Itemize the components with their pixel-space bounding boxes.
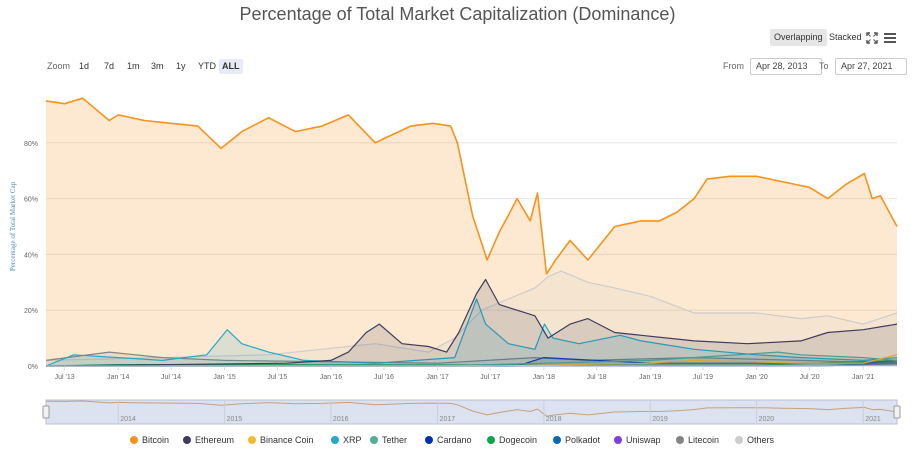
legend-label: Bitcoin [142, 435, 170, 445]
series-area-ethereum [46, 279, 897, 366]
y-axis-title: Percentage of Total Market Cap [9, 181, 17, 271]
x-tick-label: Jul '14 [161, 374, 181, 381]
x-tick-label: Jan '16 [320, 374, 342, 381]
navigator-year-label: 2020 [759, 416, 775, 423]
legend-item-polkadot[interactable]: Polkadot [553, 434, 600, 446]
series-area-tether [46, 352, 897, 366]
x-tick-label: Jan '20 [745, 374, 767, 381]
navigator-year-label: 2016 [333, 416, 349, 423]
legend-label: Uniswap [626, 435, 661, 445]
x-tick-label: Jul '18 [587, 374, 607, 381]
y-tick-label: 20% [24, 308, 38, 315]
legend-item-bitcoin[interactable]: Bitcoin [130, 434, 169, 446]
legend-marker [735, 435, 743, 444]
to-date-input[interactable]: Apr 27, 2021 [835, 58, 907, 75]
legend-marker [370, 435, 378, 444]
zoom-button-3m[interactable]: 3m [151, 61, 164, 71]
x-tick-label: Jan '17 [426, 374, 448, 381]
legend-label: Binance Coin [260, 435, 314, 445]
x-tick-label: Jul '13 [55, 374, 75, 381]
zoom-button-7d[interactable]: 7d [104, 61, 115, 71]
zoom-button-all[interactable]: ALL [219, 59, 243, 74]
zoom-button-1d[interactable]: 1d [79, 61, 90, 71]
legend-label: Ethereum [195, 435, 235, 445]
chart-title: Percentage of Total Market Capitalizatio… [239, 4, 676, 24]
series-area-others [46, 271, 897, 366]
x-tick-label: Jul '15 [267, 374, 287, 381]
legend-marker [553, 435, 561, 444]
x-tick-label: Jul '17 [480, 374, 500, 381]
legend-item-cardano[interactable]: Cardano [425, 434, 472, 446]
navigator-handle-left[interactable] [42, 405, 50, 419]
legend-item-others[interactable]: Others [735, 434, 774, 446]
series-area-binance-coin [46, 354, 897, 366]
series-line-bitcoin [45, 97, 898, 275]
legend-marker [130, 435, 138, 444]
zoom-button-1m[interactable]: 1m [127, 61, 140, 71]
series-line-litecoin [45, 351, 898, 364]
legend-label: Litecoin [688, 435, 720, 445]
x-tick-label: Jul '20 [800, 374, 820, 381]
legend-marker [676, 435, 684, 444]
navigator-year-label: 2014 [120, 416, 136, 423]
from-date-input[interactable]: Apr 28, 2013 [750, 58, 822, 75]
series-line-xrp [45, 298, 898, 367]
legend-marker [614, 435, 622, 444]
x-tick-label: Jul '19 [693, 374, 713, 381]
legend-marker [425, 435, 433, 444]
legend-item-dogecoin[interactable]: Dogecoin [487, 434, 537, 446]
navigator-year-label: 2021 [865, 416, 881, 423]
fullscreen-icon[interactable] [866, 31, 878, 44]
y-tick-label: 80% [24, 141, 38, 148]
navigator-handle-right[interactable] [893, 405, 901, 419]
y-tick-label: 60% [24, 197, 38, 204]
x-tick-label: Jan '18 [533, 374, 555, 381]
zoom-label: Zoom [47, 61, 71, 71]
navigator-year-label: 2015 [227, 416, 243, 423]
legend-label: XRP [343, 435, 362, 445]
legend-item-ethereum[interactable]: Ethereum [183, 434, 234, 446]
series-line-others [45, 270, 898, 361]
series-area-cardano [46, 357, 897, 366]
legend-marker [331, 435, 339, 444]
navigator-series [45, 400, 898, 417]
legend-marker [487, 435, 495, 444]
x-tick-label: Jan '21 [852, 374, 874, 381]
series-area-litecoin [46, 352, 897, 366]
legend-label: Tether [382, 435, 408, 445]
x-tick-label: Jan '14 [107, 374, 129, 381]
navigator-year-label: 2018 [546, 416, 562, 423]
from-label: From [723, 61, 744, 71]
legend-label: Cardano [437, 435, 472, 445]
legend-label: Polkadot [565, 435, 601, 445]
legend-item-uniswap[interactable]: Uniswap [614, 434, 661, 446]
x-tick-label: Jul '16 [374, 374, 394, 381]
legend-label: Others [747, 435, 775, 445]
legend-item-binance-coin[interactable]: Binance Coin [248, 434, 314, 446]
overlapping-button[interactable]: Overlapping [770, 29, 827, 46]
to-label: To [819, 61, 829, 71]
x-tick-label: Jan '15 [213, 374, 235, 381]
legend-marker [183, 435, 191, 444]
zoom-button-ytd[interactable]: YTD [198, 61, 216, 71]
x-tick-label: Jan '19 [639, 374, 661, 381]
legend-item-tether[interactable]: Tether [370, 434, 407, 446]
navigator-year-label: 2019 [652, 416, 668, 423]
navigator-year-label: 2017 [440, 416, 456, 423]
legend-item-xrp[interactable]: XRP [331, 434, 362, 446]
legend-marker [248, 435, 256, 444]
series-line-ethereum [45, 278, 898, 367]
menu-icon[interactable] [884, 31, 896, 43]
y-tick-label: 40% [24, 252, 38, 259]
legend-item-litecoin[interactable]: Litecoin [676, 434, 719, 446]
legend-label: Dogecoin [499, 435, 538, 445]
series-area-bitcoin [46, 98, 897, 366]
y-tick-label: 0% [28, 364, 38, 371]
stacked-button[interactable]: Stacked [829, 32, 862, 42]
zoom-button-1y[interactable]: 1y [176, 61, 186, 71]
